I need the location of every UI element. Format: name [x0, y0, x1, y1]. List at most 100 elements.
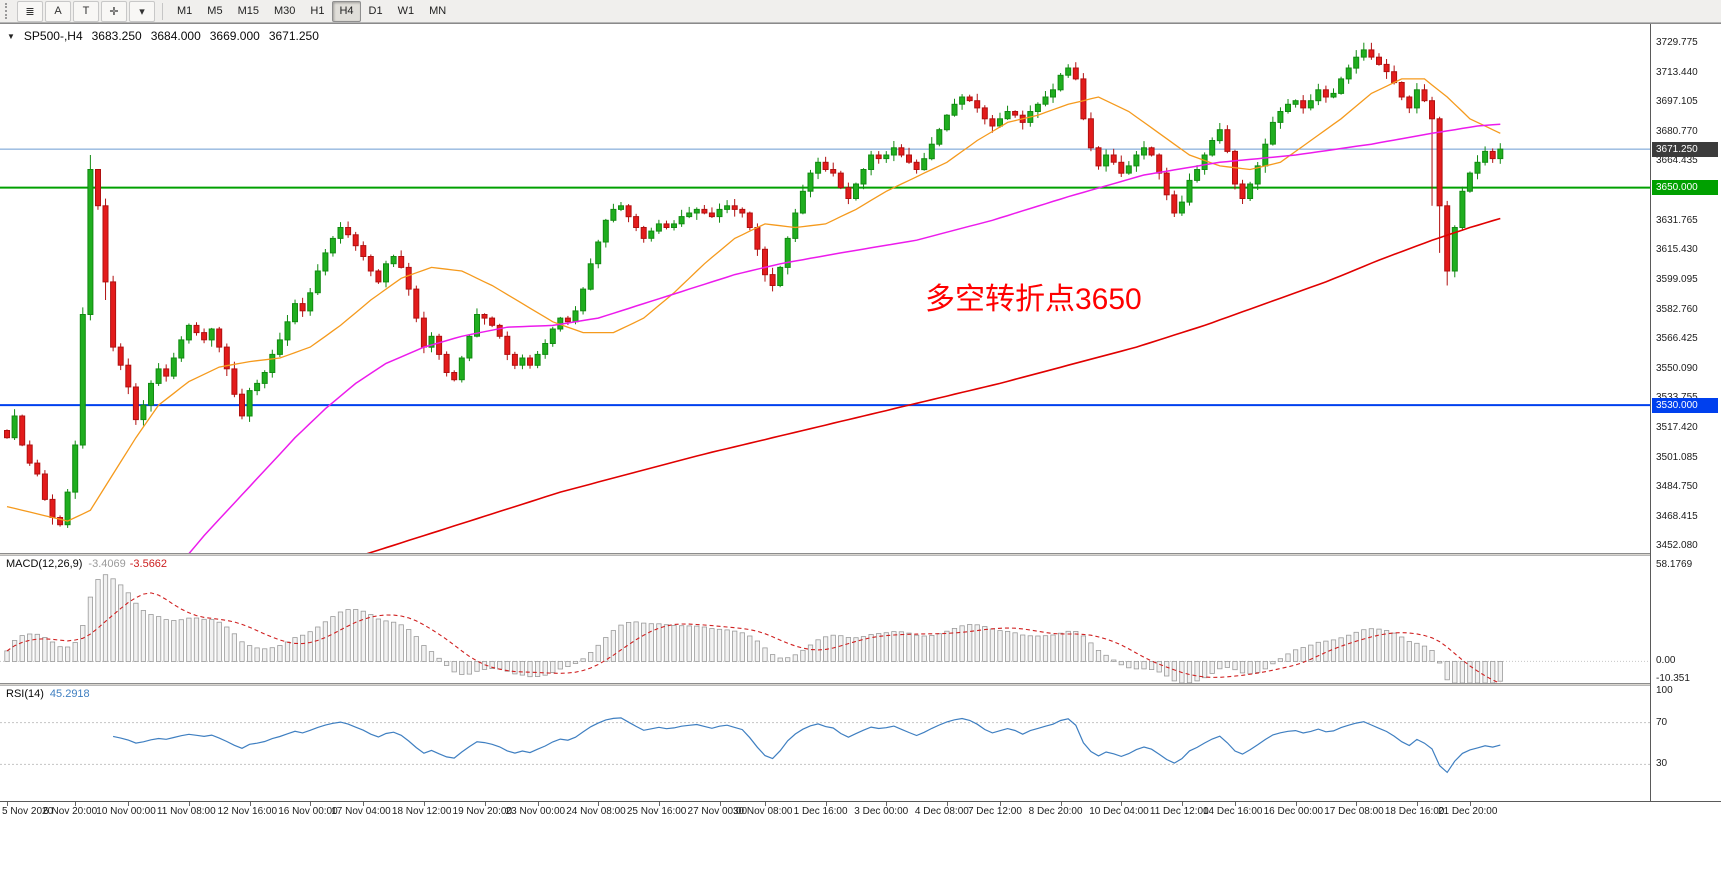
timeframe-button-h4[interactable]: H4	[332, 0, 361, 22]
price-tick: 3664.435	[1656, 155, 1698, 167]
time-tick	[825, 802, 827, 806]
quote-header: ▼ SP500-,H4 3683.250 3684.000 3669.000 3…	[7, 29, 319, 43]
price-tick: 3582.760	[1656, 303, 1698, 315]
time-tick	[999, 802, 1001, 806]
time-label: 10 Nov 00:00	[96, 806, 156, 817]
time-label: 25 Nov 16:00	[626, 806, 687, 817]
rsi-name: RSI(14)	[6, 688, 44, 700]
macd-axis-label: -10.351	[1656, 673, 1690, 684]
price-chart-panel[interactable]: ▼ SP500-,H4 3683.250 3684.000 3669.000 3…	[0, 24, 1650, 553]
time-tick	[128, 802, 130, 806]
price-tick: 3599.095	[1656, 273, 1698, 285]
chart-annotation-text: 多空转折点3650	[925, 283, 1142, 316]
time-tick	[423, 802, 425, 806]
text-tool-icon[interactable]: T	[73, 0, 99, 22]
quote-open: 3683.250	[91, 29, 142, 43]
macd-label: MACD(12,26,9) -3.4069 -3.5662	[6, 558, 167, 570]
time-tick	[1060, 802, 1062, 806]
ma-line-slow	[366, 217, 1501, 553]
macd-name: MACD(12,26,9)	[6, 558, 83, 570]
time-tick	[765, 802, 766, 806]
time-tick	[363, 802, 365, 806]
price-tick: 3501.085	[1656, 451, 1698, 463]
timeframe-button-w1[interactable]: W1	[397, 5, 415, 17]
time-tick	[719, 802, 721, 806]
timeframe-button-m30[interactable]: M30	[273, 5, 296, 17]
time-tick	[1234, 802, 1236, 806]
time-tick	[1416, 802, 1418, 806]
time-label: 11 Nov 08:00	[156, 806, 216, 817]
time-axis[interactable]: 5 Nov 2020 6 Nov 20:00 10 Nov 00:00 11 Nov …	[0, 801, 1721, 819]
timeframe-button-m5[interactable]: M5	[207, 5, 223, 17]
price-box-3530.000: 3530.000	[1652, 397, 1718, 413]
time-label: 11 Dec 12:00	[1149, 806, 1209, 817]
macd-signal-line	[6, 592, 1501, 683]
price-tick: 3680.770	[1656, 125, 1698, 137]
candles	[4, 42, 1504, 528]
time-label: 18 Dec 16:00	[1384, 806, 1445, 817]
rsi-panel[interactable]: RSI(14) 45.2918	[0, 686, 1650, 801]
price-tick: 3452.080	[1656, 540, 1698, 552]
time-label: 7 Dec 12:00	[967, 806, 1022, 817]
crosshair-tool-icon[interactable]: ✛	[101, 0, 127, 22]
time-label: 14 Dec 16:00	[1202, 806, 1263, 817]
time-label: 17 Dec 08:00	[1324, 806, 1384, 817]
macd-axis-label: 0.00	[1656, 655, 1676, 667]
time-tick	[484, 802, 486, 806]
time-label: 23 Nov 00:00	[505, 806, 566, 817]
ma-line-medium	[188, 123, 1501, 553]
macd-canvas[interactable]	[0, 556, 1650, 683]
macd-histogram	[4, 574, 1503, 683]
tools-dropdown-caret-icon[interactable]: ▾	[129, 0, 155, 22]
time-tick	[1295, 802, 1297, 806]
symbol-timeframe-label: SP500-,H4	[23, 29, 83, 43]
timeframe-button-h1[interactable]: H1	[310, 5, 325, 17]
toolbar: ≣ A T ✛ ▾ M1 M5 M15 M30 H1 H4 D1 W1 MN	[0, 0, 1721, 23]
panel-separator[interactable]	[0, 553, 1721, 556]
macd-axis-label: 58.1769	[1656, 559, 1693, 570]
time-label: 19 Nov 20:00	[452, 806, 513, 817]
price-tick: 3729.775	[1656, 37, 1698, 49]
time-label: 12 Nov 16:00	[217, 806, 278, 817]
ma-line-fast	[6, 78, 1501, 522]
time-tick	[598, 802, 600, 806]
time-tick	[310, 802, 312, 806]
macd-panel[interactable]: MACD(12,26,9) -3.4069 -3.5662	[0, 556, 1650, 683]
price-tick: 3517.420	[1656, 421, 1698, 433]
price-tick: 3615.430	[1656, 244, 1698, 256]
time-label: 1 Dec 16:00	[793, 806, 848, 817]
rsi-canvas[interactable]	[0, 686, 1650, 801]
timeframe-button-m15[interactable]: M15	[237, 5, 259, 17]
rsi-label: RSI(14) 45.2918	[6, 688, 90, 700]
time-label: 17 Nov 04:00	[331, 806, 391, 817]
price-tick: 3697.105	[1656, 96, 1698, 108]
time-label: 6 Nov 20:00	[43, 806, 98, 817]
toolbar-separator	[162, 2, 163, 20]
quote-close: 3671.250	[268, 29, 319, 43]
tool-button-group: ≣ A T ✛ ▾	[17, 0, 155, 22]
time-label: 16 Nov 00:00	[278, 806, 338, 817]
price-tick: 3713.440	[1656, 66, 1698, 78]
toolbar-grip[interactable]	[5, 3, 11, 19]
price-box-3671.250: 3671.250	[1652, 141, 1718, 157]
time-tick	[1181, 802, 1183, 806]
price-chart-canvas[interactable]	[0, 24, 1650, 553]
tick-chart-icon[interactable]: ≣	[17, 0, 43, 22]
time-label: 18 Nov 12:00	[391, 806, 452, 817]
arrow-tool-icon[interactable]: A	[45, 0, 71, 22]
time-tick	[658, 802, 660, 806]
timeframe-button-m1[interactable]: M1	[177, 5, 193, 17]
symbol-collapse-icon[interactable]: ▼	[7, 31, 15, 41]
rsi-axis-label: 30	[1656, 758, 1668, 770]
time-label: 27 Nov 00:00	[687, 806, 748, 817]
panel-separator[interactable]	[0, 683, 1721, 686]
timeframe-button-d1[interactable]: D1	[368, 5, 383, 17]
price-tick: 3468.415	[1656, 510, 1698, 522]
time-tick	[537, 802, 539, 806]
price-axis[interactable]: 3729.775 3713.440 3697.105 3680.770 3664.435…	[1650, 24, 1721, 801]
time-tick	[1469, 802, 1471, 806]
timeframe-button-mn[interactable]: MN	[429, 5, 447, 17]
rsi-line	[112, 717, 1501, 774]
quote-low: 3669.000	[209, 29, 260, 43]
